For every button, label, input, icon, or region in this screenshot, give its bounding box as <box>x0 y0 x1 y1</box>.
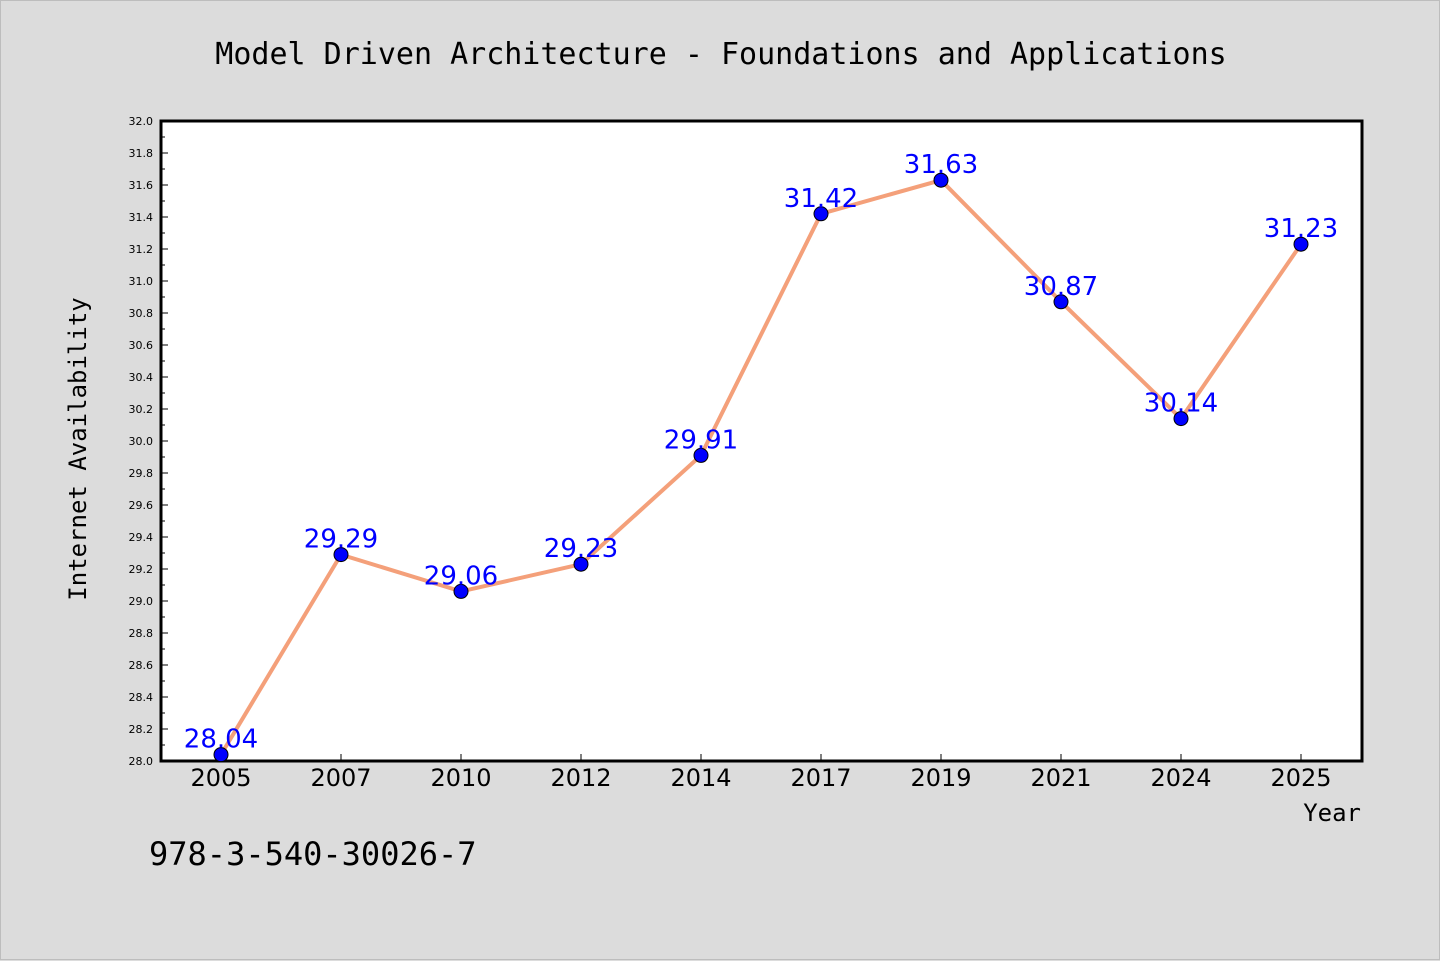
data-label: 29.91 <box>664 425 738 455</box>
data-point <box>1293 236 1309 252</box>
y-tick-label: 29.4 <box>129 531 154 544</box>
y-tick-label: 28.0 <box>129 755 154 768</box>
x-tick-label: 2017 <box>790 764 851 792</box>
x-tick-label: 2025 <box>1270 764 1331 792</box>
data-label: 31.23 <box>1264 214 1338 244</box>
data-point <box>333 547 349 563</box>
data-point <box>693 447 709 463</box>
y-axis-title: Internet Availability <box>64 297 92 600</box>
y-tick-label: 30.0 <box>129 435 154 448</box>
y-axis: 28.0 28.2 28.4 28.6 28.8 29.0 29.2 29.4 29.6 29.8… <box>129 115 168 768</box>
data-label: 29.29 <box>304 525 378 555</box>
y-tick-label: 31.2 <box>129 243 154 256</box>
data-point <box>813 206 829 222</box>
x-tick-label: 2024 <box>1150 764 1211 792</box>
data-point <box>213 747 229 763</box>
data-point <box>1053 294 1069 310</box>
y-tick-label: 29.6 <box>129 499 154 512</box>
data-point <box>453 583 469 599</box>
chart-title: Model Driven Architecture - Foundations … <box>215 37 1226 72</box>
series-line <box>219 178 1303 756</box>
x-tick-label: 2021 <box>1030 764 1091 792</box>
y-tick-label: 30.6 <box>129 339 154 352</box>
y-tick-label: 28.8 <box>129 627 154 640</box>
x-tick-label: 2005 <box>190 764 251 792</box>
y-tick-label: 31.6 <box>129 179 154 192</box>
y-tick-label: 28.2 <box>129 723 154 736</box>
y-tick-label: 29.2 <box>129 563 154 576</box>
x-tick-label: 2007 <box>310 764 371 792</box>
x-tick-label: 2019 <box>910 764 971 792</box>
y-tick-label: 28.4 <box>129 691 154 704</box>
x-tick-label: 2010 <box>430 764 491 792</box>
y-tick-label: 29.0 <box>129 595 154 608</box>
data-label: 31.42 <box>784 184 858 214</box>
plot-area <box>159 119 1364 763</box>
x-axis-title: Year <box>1303 799 1361 827</box>
y-tick-label: 31.0 <box>129 275 154 288</box>
data-label: 30.14 <box>1144 389 1218 419</box>
y-tick-label: 30.2 <box>129 403 154 416</box>
data-label: 30.87 <box>1024 272 1098 302</box>
x-axis: 2005 2007 2010 2012 2014 2017 2019 2021 2024 2025 <box>190 754 1332 792</box>
x-tick-label: 2012 <box>550 764 611 792</box>
isbn-label: 978-3-540-30026-7 <box>149 835 477 873</box>
data-label: 28.04 <box>184 725 258 755</box>
y-tick-label: 31.8 <box>129 147 154 160</box>
data-markers <box>213 172 1309 763</box>
y-tick-label: 30.8 <box>129 307 154 320</box>
series-line-group <box>219 178 1303 756</box>
data-label: 31.63 <box>904 150 978 180</box>
y-tick-label: 30.4 <box>129 371 154 384</box>
y-tick-label: 31.4 <box>129 211 154 224</box>
data-point <box>573 556 589 572</box>
data-point <box>933 172 949 188</box>
y-tick-label: 29.8 <box>129 467 154 480</box>
data-labels: 28.04 29.29 29.06 29.23 29.91 31.42 31.63 30.87… <box>184 150 1338 754</box>
data-label: 29.06 <box>424 561 498 591</box>
data-label: 29.23 <box>544 534 618 564</box>
x-tick-label: 2014 <box>670 764 731 792</box>
data-point <box>1173 411 1189 427</box>
y-tick-label: 32.0 <box>129 115 154 128</box>
y-tick-label: 28.6 <box>129 659 154 672</box>
